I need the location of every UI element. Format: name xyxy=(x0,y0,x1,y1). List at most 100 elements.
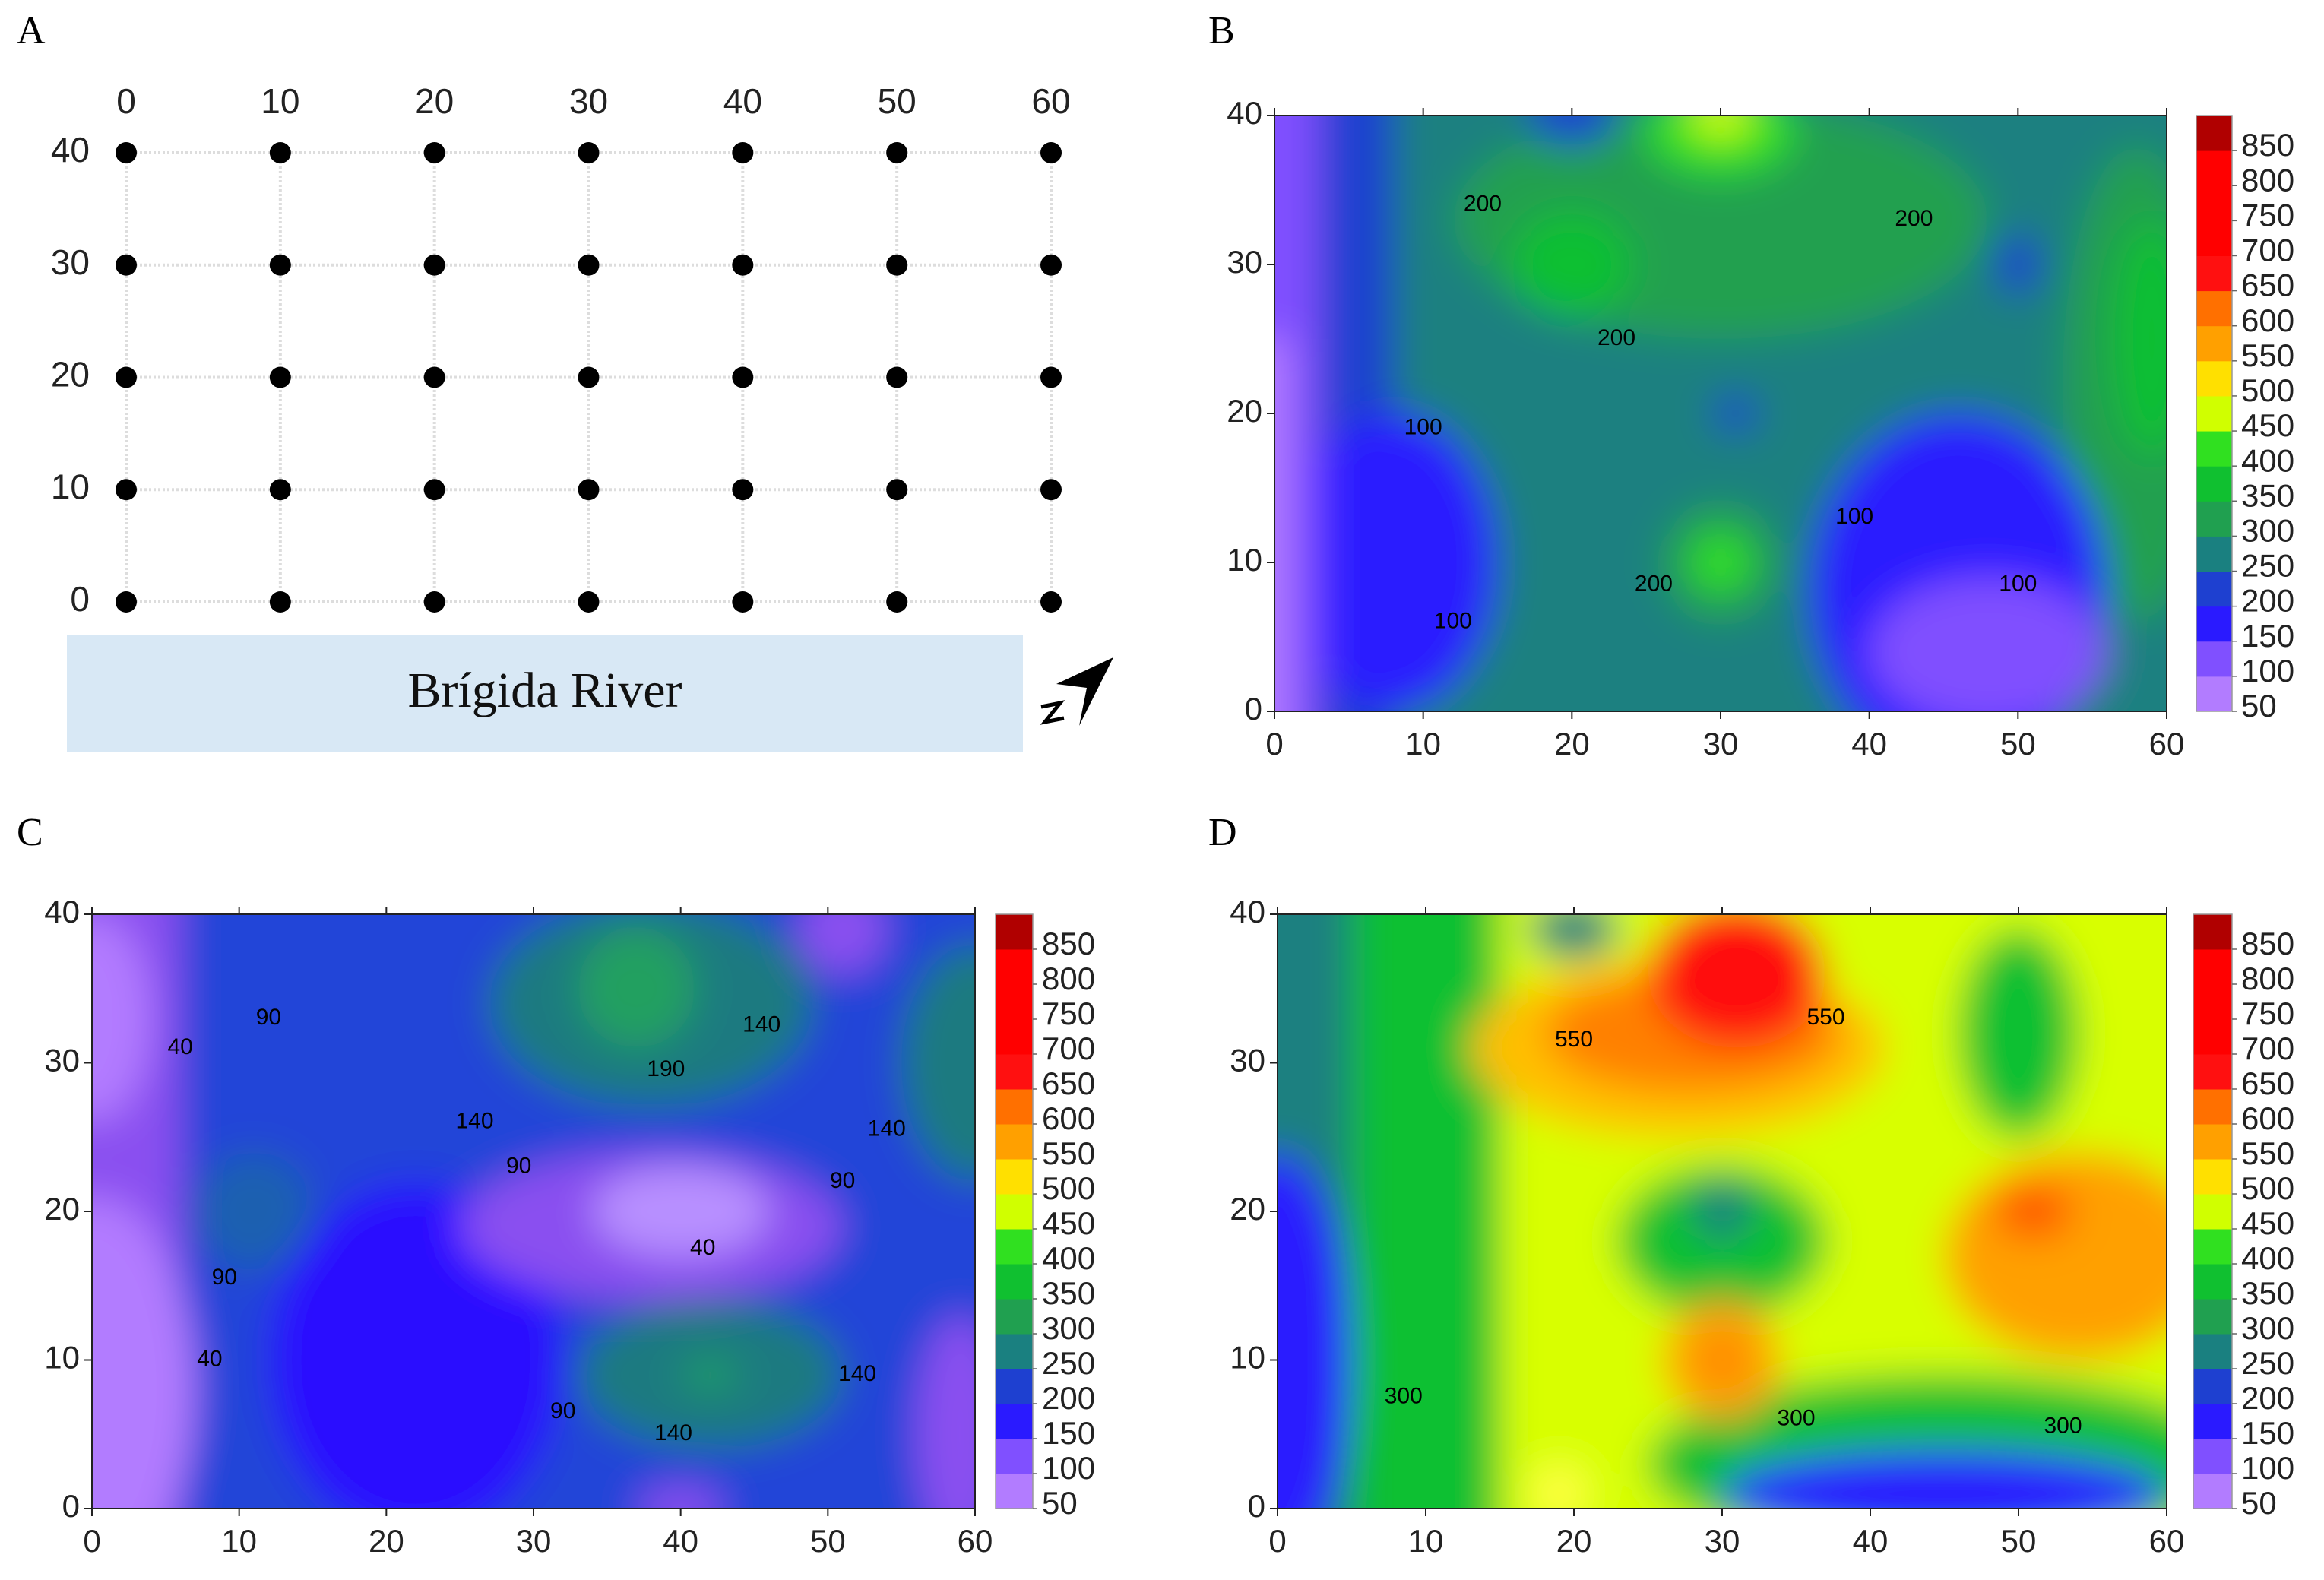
colorbar-label: 800 xyxy=(2241,162,2294,198)
sample-point xyxy=(1040,366,1062,388)
colorbar-band xyxy=(2196,501,2232,537)
sample-point xyxy=(116,479,137,501)
colorbar-label: 750 xyxy=(1042,996,1095,1031)
contour-label: 100 xyxy=(1434,608,1472,633)
field-clip xyxy=(1274,116,2167,711)
colorbar-band xyxy=(2196,431,2232,467)
contour-label: 200 xyxy=(1635,571,1673,596)
sample-point xyxy=(269,591,291,613)
field-region xyxy=(2114,220,2167,458)
colorbar-band xyxy=(2196,290,2232,327)
field-region xyxy=(1690,116,1751,138)
sample-point xyxy=(269,366,291,388)
contour-label: 300 xyxy=(1777,1406,1815,1431)
colorbar-band xyxy=(996,1054,1033,1090)
y-tick-label: 30 xyxy=(51,242,90,282)
colorbar-label: 300 xyxy=(2241,1310,2294,1346)
field-region xyxy=(1529,1464,1589,1509)
sample-point xyxy=(423,479,445,501)
x-tick-label: 30 xyxy=(1705,1523,1740,1559)
colorbar-band xyxy=(996,949,1033,985)
colorbar-label: 550 xyxy=(2241,337,2294,373)
sample-point xyxy=(116,591,137,613)
colorbar-label: 800 xyxy=(2241,961,2294,996)
x-tick-label: 0 xyxy=(83,1523,100,1559)
sample-point xyxy=(578,366,600,388)
field-region xyxy=(1648,914,1826,1048)
colorbar-band xyxy=(2193,1159,2232,1195)
colorbar-band xyxy=(2196,220,2232,256)
colorbar-band xyxy=(996,984,1033,1020)
colorbar-label: 100 xyxy=(2241,1450,2294,1486)
river-band xyxy=(67,635,1023,752)
colorbar-band xyxy=(2196,150,2232,186)
field-region xyxy=(1869,577,2107,711)
colorbar-label: 500 xyxy=(1042,1170,1095,1206)
colorbar-band xyxy=(2193,1054,2232,1090)
sample-point xyxy=(578,479,600,501)
field-region xyxy=(1529,914,1619,959)
colorbar-label: 150 xyxy=(2241,1415,2294,1451)
x-tick-label: 60 xyxy=(958,1523,993,1559)
colorbar-band xyxy=(996,1159,1033,1195)
x-tick-label: 10 xyxy=(221,1523,257,1559)
colorbar-label: 300 xyxy=(2241,513,2294,549)
contour-label: 90 xyxy=(256,1005,281,1030)
colorbar-label: 200 xyxy=(1042,1380,1095,1416)
colorbar-label: 400 xyxy=(1042,1240,1095,1276)
colorbar-band xyxy=(996,1369,1033,1404)
field-region xyxy=(1944,1151,2167,1360)
y-tick-label: 30 xyxy=(44,1043,80,1078)
y-tick-label: 10 xyxy=(1230,1340,1265,1376)
x-tick-label: 30 xyxy=(1703,726,1739,762)
colorbar-band xyxy=(2193,1334,2232,1369)
colorbar-label: 650 xyxy=(2241,1065,2294,1101)
y-tick-label: 40 xyxy=(1227,95,1262,131)
sample-point xyxy=(1040,142,1062,163)
north-arrow xyxy=(1040,657,1113,726)
x-tick-label: 20 xyxy=(369,1523,404,1559)
sample-point xyxy=(423,591,445,613)
colorbar-frame xyxy=(2193,913,2233,1509)
contour-label: 100 xyxy=(1999,571,2037,596)
contour-label: 140 xyxy=(838,1361,876,1386)
contour-label: 100 xyxy=(1835,504,1873,529)
x-tick-label: 40 xyxy=(1851,726,1887,762)
field-region xyxy=(1690,532,1751,593)
x-tick-label: 50 xyxy=(810,1523,846,1559)
colorbar-band xyxy=(2193,1194,2232,1230)
panel-letter: C xyxy=(17,811,43,854)
colorbar-frame xyxy=(2196,115,2233,712)
y-tick-label: 40 xyxy=(1230,894,1265,929)
field-region xyxy=(1713,395,1758,432)
y-tick-label: 30 xyxy=(1230,1043,1265,1078)
sample-point xyxy=(886,142,908,163)
contour-label: 140 xyxy=(456,1109,494,1134)
colorbar-band xyxy=(2196,395,2232,432)
x-tick-label: 60 xyxy=(2149,1523,2185,1559)
river-label: Brígida River xyxy=(407,663,682,718)
colorbar-band xyxy=(2193,1439,2232,1474)
field-region xyxy=(680,1360,740,1390)
sample-point xyxy=(269,479,291,501)
x-tick-label: 10 xyxy=(261,81,299,121)
contour-label: 140 xyxy=(742,1012,780,1037)
colorbar-label: 700 xyxy=(2241,1031,2294,1066)
x-tick-label: 40 xyxy=(663,1523,698,1559)
sample-point xyxy=(886,479,908,501)
sample-point xyxy=(886,591,908,613)
colorbar-label: 50 xyxy=(2241,1485,2277,1521)
colorbar-band xyxy=(996,1124,1033,1160)
colorbar-band xyxy=(2196,360,2232,397)
x-tick-label: 40 xyxy=(723,81,762,121)
x-tick-label: 10 xyxy=(1405,726,1441,762)
sample-point xyxy=(732,591,754,613)
colorbar-band xyxy=(2193,1229,2232,1265)
field-region xyxy=(195,1151,313,1271)
colorbar-band xyxy=(2193,1089,2232,1125)
colorbar-label: 750 xyxy=(2241,197,2294,233)
field-region xyxy=(1274,339,1290,711)
field-region xyxy=(1959,929,2078,1138)
y-tick-label: 20 xyxy=(1230,1191,1265,1227)
